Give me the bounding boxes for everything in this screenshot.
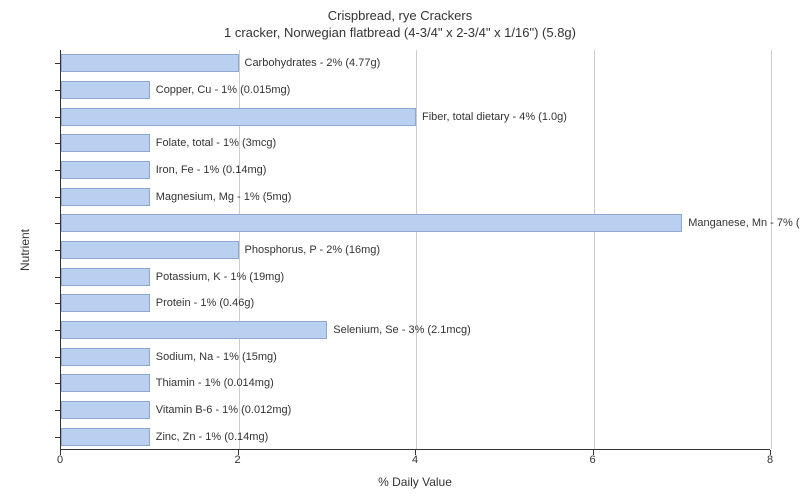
y-tick-mark (55, 383, 60, 384)
bar (61, 428, 150, 446)
bar-row: Fiber, total dietary - 4% (1.0g) (61, 108, 416, 126)
bar-label: Iron, Fe - 1% (0.14mg) (150, 164, 267, 176)
bar-row: Iron, Fe - 1% (0.14mg) (61, 161, 150, 179)
gridline (594, 50, 595, 449)
bar-row: Selenium, Se - 3% (2.1mcg) (61, 321, 327, 339)
bar (61, 241, 239, 259)
bar-label: Manganese, Mn - 7% (0.144mg) (682, 217, 800, 229)
bar-row: Thiamin - 1% (0.014mg) (61, 374, 150, 392)
nutrient-chart: Crispbread, rye Crackers 1 cracker, Norw… (0, 0, 800, 500)
x-tick-label: 6 (589, 454, 595, 466)
bar-row: Folate, total - 1% (3mcg) (61, 134, 150, 152)
bar-label: Copper, Cu - 1% (0.015mg) (150, 84, 291, 96)
bar-label: Carbohydrates - 2% (4.77g) (239, 57, 381, 69)
bar-row: Zinc, Zn - 1% (0.14mg) (61, 428, 150, 446)
chart-title-block: Crispbread, rye Crackers 1 cracker, Norw… (0, 0, 800, 42)
bar (61, 374, 150, 392)
bar-row: Protein - 1% (0.46g) (61, 294, 150, 312)
y-tick-mark (55, 437, 60, 438)
y-tick-mark (55, 277, 60, 278)
bar-label: Vitamin B-6 - 1% (0.012mg) (150, 404, 292, 416)
y-tick-mark (55, 410, 60, 411)
y-tick-mark (55, 90, 60, 91)
y-tick-mark (55, 63, 60, 64)
bar-label: Potassium, K - 1% (19mg) (150, 271, 284, 283)
gridline (771, 50, 772, 449)
bar (61, 214, 682, 232)
y-tick-mark (55, 143, 60, 144)
bar (61, 161, 150, 179)
x-tick-label: 0 (57, 454, 63, 466)
chart-title-line2: 1 cracker, Norwegian flatbread (4-3/4" x… (0, 25, 800, 42)
bar-row: Manganese, Mn - 7% (0.144mg) (61, 214, 682, 232)
bar-row: Vitamin B-6 - 1% (0.012mg) (61, 401, 150, 419)
bar (61, 401, 150, 419)
y-tick-mark (55, 250, 60, 251)
bar-row: Phosphorus, P - 2% (16mg) (61, 241, 239, 259)
bar-label: Magnesium, Mg - 1% (5mg) (150, 191, 292, 203)
bar-row: Carbohydrates - 2% (4.77g) (61, 54, 239, 72)
bar (61, 188, 150, 206)
bar (61, 54, 239, 72)
bar-label: Thiamin - 1% (0.014mg) (150, 377, 274, 389)
y-tick-mark (55, 197, 60, 198)
y-tick-mark (55, 117, 60, 118)
y-axis-title: Nutrient (18, 229, 32, 271)
x-tick-label: 2 (234, 454, 240, 466)
y-tick-mark (55, 330, 60, 331)
chart-title-line1: Crispbread, rye Crackers (0, 8, 800, 25)
bar-row: Copper, Cu - 1% (0.015mg) (61, 81, 150, 99)
bar (61, 294, 150, 312)
x-tick-label: 8 (767, 454, 773, 466)
bar-row: Magnesium, Mg - 1% (5mg) (61, 188, 150, 206)
x-tick-label: 4 (412, 454, 418, 466)
bar-label: Phosphorus, P - 2% (16mg) (239, 244, 381, 256)
bar-row: Potassium, K - 1% (19mg) (61, 268, 150, 286)
bar-label: Selenium, Se - 3% (2.1mcg) (327, 324, 471, 336)
bar (61, 81, 150, 99)
bar-row: Sodium, Na - 1% (15mg) (61, 348, 150, 366)
bar (61, 348, 150, 366)
bar-label: Fiber, total dietary - 4% (1.0g) (416, 111, 567, 123)
bar-label: Protein - 1% (0.46g) (150, 297, 254, 309)
y-tick-mark (55, 170, 60, 171)
bar (61, 321, 327, 339)
bar (61, 134, 150, 152)
plot-area: Carbohydrates - 2% (4.77g) Copper, Cu - 1… (60, 50, 770, 450)
bar-label: Folate, total - 1% (3mcg) (150, 137, 276, 149)
x-axis-title: % Daily Value (60, 475, 770, 489)
bar-label: Sodium, Na - 1% (15mg) (150, 351, 277, 363)
y-tick-mark (55, 223, 60, 224)
y-tick-mark (55, 303, 60, 304)
y-tick-mark (55, 357, 60, 358)
bar (61, 108, 416, 126)
bar-label: Zinc, Zn - 1% (0.14mg) (150, 431, 268, 443)
bar (61, 268, 150, 286)
